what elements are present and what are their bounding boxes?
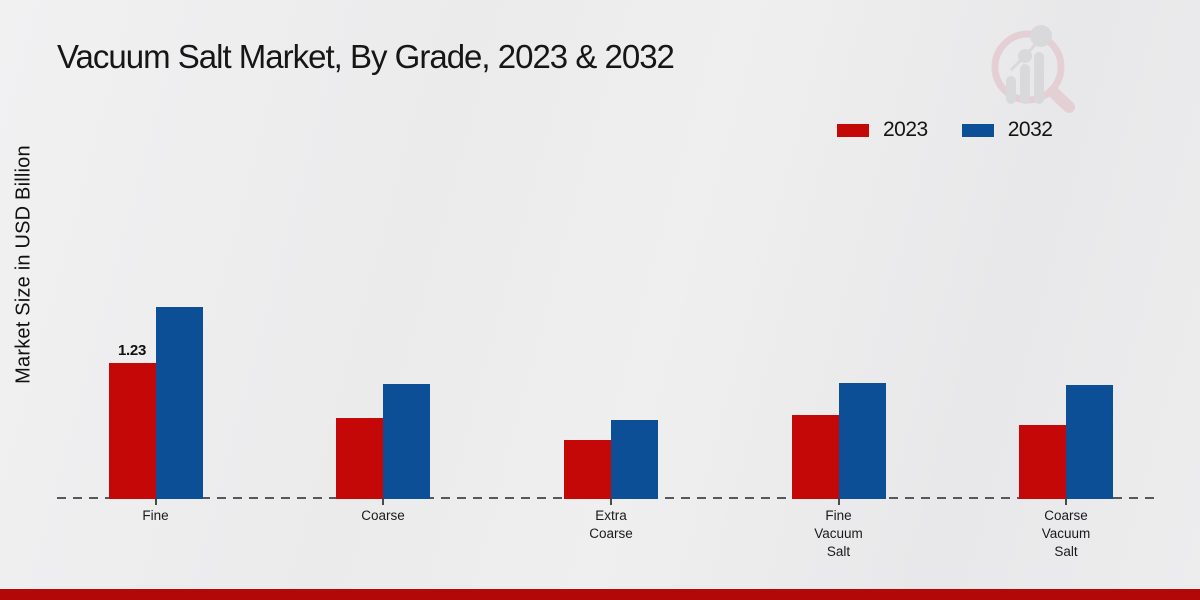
bar-2032-coarse	[383, 384, 430, 499]
chart-title: Vacuum Salt Market, By Grade, 2023 & 203…	[57, 38, 675, 75]
legend-swatch	[837, 123, 869, 137]
x-axis-tick	[154, 499, 157, 505]
bar-2032-coarse-vacuum-salt	[1066, 385, 1113, 499]
bar-2023-coarse	[336, 418, 383, 499]
x-axis-tick	[837, 499, 840, 505]
bar-2032-fine-vacuum-salt	[838, 383, 886, 499]
category-label-coarse: Coarse	[361, 508, 405, 523]
legend-item-2023: 2023	[837, 118, 928, 142]
legend-item-2032: 2032	[961, 118, 1053, 142]
x-axis-tick	[382, 499, 384, 505]
legend-label: 2032	[1007, 118, 1053, 141]
bar-2032-extra-coarse	[611, 420, 658, 499]
legend-label: 2023	[883, 118, 928, 141]
x-axis-tick	[1065, 499, 1067, 505]
category-label-fine: Fine	[142, 508, 169, 523]
bar-2032-fine	[155, 307, 203, 499]
bar-2023-extra-coarse	[564, 440, 611, 499]
category-label-coarse-vacuum-salt: Coarse Vacuum Salt	[1041, 508, 1091, 559]
bar-2023-coarse-vacuum-salt	[1019, 425, 1066, 499]
magnifier-bar-chart-watermark-icon	[991, 25, 1075, 113]
legend-swatch	[961, 123, 994, 137]
footer-accent-bar	[0, 589, 1200, 600]
bar-2023-fine	[108, 363, 156, 499]
category-label-extra-coarse: Extra Coarse	[589, 508, 633, 541]
bar-2023-fine-vacuum-salt	[791, 415, 839, 499]
bar-value-label-fine-2023: 1.23	[118, 342, 146, 359]
x-axis-tick	[610, 499, 612, 505]
category-label-fine-vacuum-salt: Fine Vacuum Salt	[814, 508, 863, 559]
legend: 2023 2032	[837, 118, 1053, 142]
